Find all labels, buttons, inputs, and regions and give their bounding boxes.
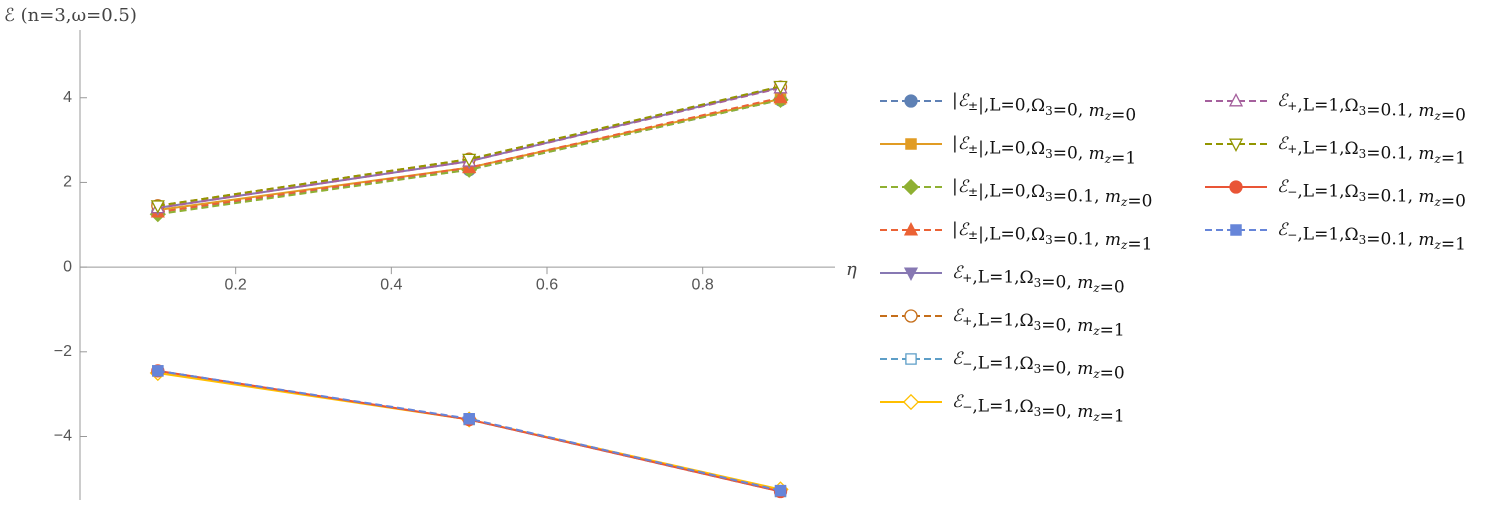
x-tick-label: 0.4 <box>380 276 402 293</box>
legend-label: ℰ−,L=1,Ω3=0.1, mz=1 <box>1277 220 1466 255</box>
legend-label: |ℰ±|,L=0,Ω3=0, mz=1 <box>952 134 1136 169</box>
series-line <box>157 87 781 209</box>
legend-marker <box>1230 224 1242 236</box>
marker <box>152 365 164 377</box>
legend-label: |ℰ±|,L=0,Ω3=0.1, mz=0 <box>952 177 1152 212</box>
series-line <box>157 86 781 209</box>
legend-label: |ℰ±|,L=0,Ω3=0, mz=0 <box>952 91 1136 126</box>
marker <box>463 412 475 425</box>
legend-marker <box>1228 138 1244 152</box>
x-tick-label: 0.2 <box>225 276 247 293</box>
legend-marker <box>903 267 919 281</box>
marker <box>773 80 788 95</box>
marker <box>774 484 787 497</box>
legend-label: |ℰ±|,L=0,Ω3=0.1, mz=1 <box>952 220 1152 255</box>
legend-label: ℰ+,L=1,Ω3=0.1, mz=0 <box>1277 91 1466 126</box>
x-axis-label: η <box>846 259 857 280</box>
series-line <box>157 371 781 491</box>
legend-marker <box>1228 93 1244 107</box>
x-tick-label: 0.6 <box>536 276 558 293</box>
legend-marker <box>905 138 917 150</box>
x-tick-label: 0.8 <box>692 276 714 293</box>
y-tick-label: 4 <box>63 89 72 106</box>
legend-label: ℰ+,L=1,Ω3=0.1, mz=1 <box>1277 134 1466 169</box>
legend-label: ℰ−,L=1,Ω3=0, mz=1 <box>952 392 1125 427</box>
legend-marker <box>905 353 917 365</box>
legend-marker <box>903 222 919 236</box>
legend-label: ℰ+,L=1,Ω3=0, mz=1 <box>952 306 1125 341</box>
legend-marker <box>904 94 918 108</box>
legend-marker <box>902 393 920 411</box>
legend-label: ℰ−,L=1,Ω3=0, mz=0 <box>952 349 1125 384</box>
series-line <box>157 85 781 207</box>
y-tick-label: −2 <box>54 343 72 360</box>
legend-label: ℰ−,L=1,Ω3=0.1, mz=0 <box>1277 177 1466 212</box>
y-tick-label: 0 <box>63 258 72 275</box>
legend-marker <box>902 178 920 196</box>
series-line <box>157 86 781 207</box>
y-axis-label: ℰ (n=3,ω=0.5) <box>4 5 137 26</box>
y-tick-label: 2 <box>63 174 72 191</box>
marker <box>150 200 165 214</box>
series-line <box>157 369 781 493</box>
series-line <box>157 369 781 493</box>
legend-marker <box>904 309 918 323</box>
marker <box>462 153 477 168</box>
legend-label: ℰ+,L=1,Ω3=0, mz=0 <box>952 263 1125 298</box>
series-line <box>157 369 781 492</box>
marker <box>773 89 788 104</box>
y-tick-label: −4 <box>54 428 72 445</box>
legend-marker <box>1229 180 1243 194</box>
